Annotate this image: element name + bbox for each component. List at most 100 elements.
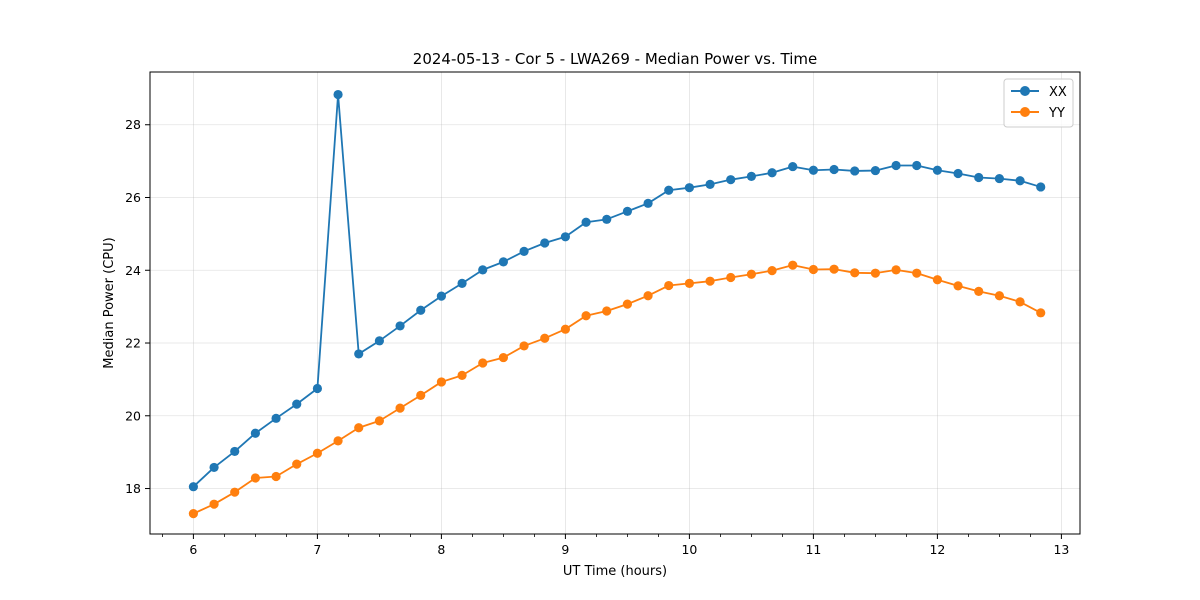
- data-point-yy: [870, 268, 881, 278]
- data-point-yy: [643, 291, 653, 301]
- series-layer: [188, 89, 1046, 519]
- data-point-xx: [540, 238, 550, 248]
- grid: [150, 72, 1080, 534]
- data-point-yy: [250, 473, 260, 483]
- legend-label-yy: YY: [1048, 106, 1065, 121]
- data-point-yy: [230, 487, 240, 497]
- data-point-xx: [1015, 176, 1025, 186]
- data-point-yy: [209, 499, 219, 509]
- legend-marker-yy: [1020, 107, 1030, 117]
- data-point-xx: [891, 160, 901, 171]
- y-tick-label: 20: [125, 408, 141, 423]
- data-point-xx: [974, 172, 984, 183]
- data-point-xx: [622, 206, 633, 216]
- data-point-yy: [622, 299, 633, 309]
- chart-title: 2024-05-13 - Cor 5 - LWA269 - Median Pow…: [413, 50, 817, 68]
- data-point-yy: [436, 377, 446, 387]
- data-point-yy: [829, 264, 839, 274]
- data-point-yy: [684, 278, 695, 288]
- data-point-xx: [478, 265, 488, 275]
- data-point-yy: [354, 423, 364, 433]
- data-point-xx: [416, 305, 426, 315]
- data-point-yy: [540, 333, 550, 343]
- data-point-xx: [850, 166, 860, 176]
- data-point-xx: [808, 165, 819, 175]
- data-point-yy: [705, 276, 715, 286]
- x-tick-label: 7: [313, 542, 321, 557]
- data-point-xx: [746, 171, 757, 182]
- data-point-yy: [188, 509, 198, 519]
- data-point-yy: [374, 416, 384, 426]
- data-point-yy: [271, 471, 281, 482]
- y-tick-label: 18: [125, 481, 141, 496]
- data-point-xx: [560, 232, 571, 242]
- data-point-xx: [912, 160, 922, 171]
- data-point-xx: [395, 321, 405, 331]
- x-tick-label: 11: [805, 542, 821, 557]
- data-point-xx: [581, 217, 591, 227]
- data-point-xx: [788, 161, 798, 172]
- y-tick-label: 22: [125, 336, 141, 351]
- data-point-yy: [664, 280, 674, 291]
- data-point-yy: [416, 390, 426, 400]
- data-point-yy: [788, 260, 798, 270]
- data-point-yy: [746, 269, 757, 279]
- data-point-xx: [312, 383, 322, 394]
- data-point-xx: [870, 165, 881, 176]
- y-tick-label: 28: [125, 117, 141, 132]
- plot-frame: [149, 71, 1081, 535]
- data-point-yy: [560, 324, 571, 334]
- data-point-yy: [498, 352, 508, 363]
- legend: XX YY: [1003, 78, 1074, 128]
- data-point-xx: [333, 89, 343, 100]
- plot-area: [150, 72, 1080, 534]
- data-point-xx: [436, 291, 446, 301]
- data-point-yy: [602, 306, 612, 316]
- data-point-xx: [271, 413, 281, 423]
- data-point-yy: [912, 268, 922, 278]
- data-point-yy: [581, 311, 591, 321]
- data-point-xx: [602, 214, 612, 224]
- data-point-xx: [292, 399, 302, 409]
- legend-label-xx: XX: [1049, 85, 1067, 100]
- data-point-xx: [374, 336, 384, 346]
- data-point-yy: [974, 286, 984, 296]
- data-point-yy: [292, 459, 302, 469]
- data-point-xx: [209, 462, 219, 473]
- data-point-xx: [498, 257, 508, 267]
- x-tick-label: 6: [189, 542, 197, 557]
- data-point-yy: [312, 448, 322, 458]
- x-tick-label: 13: [1053, 542, 1069, 557]
- data-point-xx: [354, 349, 364, 359]
- data-point-yy: [891, 265, 901, 275]
- data-point-yy: [1015, 297, 1025, 307]
- data-point-xx: [1036, 182, 1046, 192]
- data-point-xx: [953, 168, 963, 179]
- y-tick-label: 24: [125, 263, 141, 278]
- data-point-yy: [767, 266, 777, 276]
- data-point-yy: [726, 272, 736, 283]
- data-point-yy: [457, 370, 467, 380]
- data-point-yy: [953, 281, 963, 291]
- data-point-yy: [1036, 308, 1046, 318]
- data-point-yy: [519, 341, 529, 351]
- data-point-xx: [684, 183, 695, 193]
- x-tick-label: 10: [681, 542, 697, 557]
- data-point-xx: [664, 185, 674, 195]
- data-point-xx: [457, 278, 467, 288]
- data-point-xx: [188, 482, 198, 492]
- data-point-yy: [478, 358, 488, 368]
- y-tick-label: 26: [125, 190, 141, 205]
- data-point-xx: [829, 164, 839, 175]
- data-point-xx: [230, 446, 240, 457]
- data-point-xx: [519, 246, 529, 256]
- data-point-yy: [932, 275, 943, 285]
- x-axis: 6 7 8 9 10 11 12 13: [161, 534, 1069, 557]
- x-tick-label: 8: [437, 542, 445, 557]
- data-point-xx: [643, 198, 653, 208]
- data-point-yy: [850, 268, 860, 278]
- data-point-xx: [726, 175, 736, 185]
- x-tick-label: 9: [561, 542, 569, 557]
- data-point-yy: [333, 436, 343, 446]
